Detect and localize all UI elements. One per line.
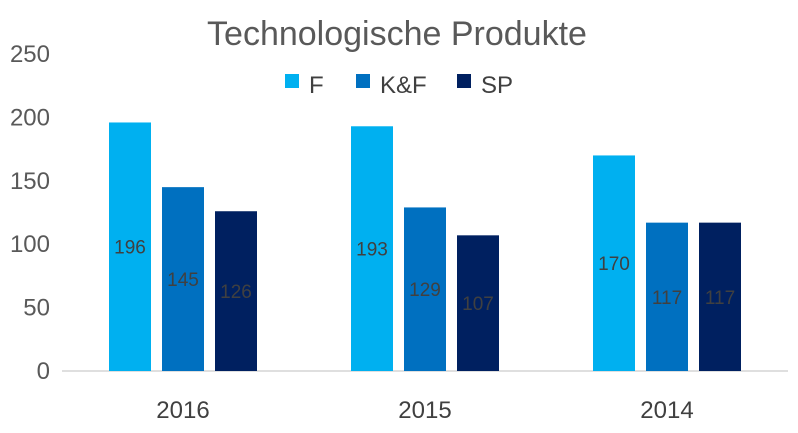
x-tick-label-2014: 2014 bbox=[640, 397, 693, 424]
bar-f-2015 bbox=[351, 126, 393, 371]
bar-f-2016 bbox=[109, 122, 151, 371]
y-tick-label: 0 bbox=[37, 358, 50, 385]
legend-swatch-f bbox=[285, 74, 299, 88]
y-tick-label: 50 bbox=[23, 295, 50, 322]
legend: F K&F SP bbox=[285, 72, 513, 99]
bar-sp-2015 bbox=[457, 235, 499, 371]
data-label-f-2014: 170 bbox=[598, 254, 630, 275]
data-label-sp-2015: 107 bbox=[462, 294, 494, 315]
legend-label-k-and-f: K&F bbox=[380, 72, 427, 99]
data-labels: 196 145 126 193 129 107 170 117 117 bbox=[114, 238, 735, 315]
legend-item-sp: SP bbox=[457, 72, 513, 99]
chart-title: Technologische Produkte bbox=[207, 15, 587, 53]
bar-k-and-f-2016 bbox=[162, 187, 204, 371]
bar-k-and-f-2015 bbox=[404, 207, 446, 371]
bar-sp-2016 bbox=[215, 211, 257, 371]
bar-k-and-f-2014 bbox=[646, 222, 688, 371]
y-axis: 0 50 100 150 200 250 bbox=[10, 41, 50, 385]
bar-sp-2014 bbox=[699, 222, 741, 371]
legend-swatch-sp bbox=[457, 74, 471, 88]
legend-swatch-k-and-f bbox=[356, 74, 370, 88]
y-tick-label: 250 bbox=[10, 41, 50, 68]
x-axis: 2016 2015 2014 bbox=[156, 397, 693, 424]
y-tick-label: 200 bbox=[10, 104, 50, 131]
legend-item-k-and-f: K&F bbox=[356, 72, 427, 99]
data-label-sp-2016: 126 bbox=[220, 282, 252, 303]
data-label-k-and-f-2014: 117 bbox=[652, 288, 682, 309]
data-label-sp-2014: 117 bbox=[705, 288, 735, 309]
y-tick-label: 100 bbox=[10, 231, 50, 258]
bars bbox=[109, 122, 741, 371]
y-tick-label: 150 bbox=[10, 168, 50, 195]
bar-f-2014 bbox=[593, 155, 635, 371]
data-label-k-and-f-2015: 129 bbox=[409, 280, 441, 301]
legend-label-f: F bbox=[309, 72, 324, 99]
x-tick-label-2016: 2016 bbox=[156, 397, 209, 424]
data-label-k-and-f-2016: 145 bbox=[167, 270, 199, 291]
legend-label-sp: SP bbox=[481, 72, 513, 99]
legend-item-f: F bbox=[285, 72, 324, 99]
data-label-f-2015: 193 bbox=[356, 240, 388, 261]
x-tick-label-2015: 2015 bbox=[398, 397, 451, 424]
data-label-f-2016: 196 bbox=[114, 238, 146, 259]
